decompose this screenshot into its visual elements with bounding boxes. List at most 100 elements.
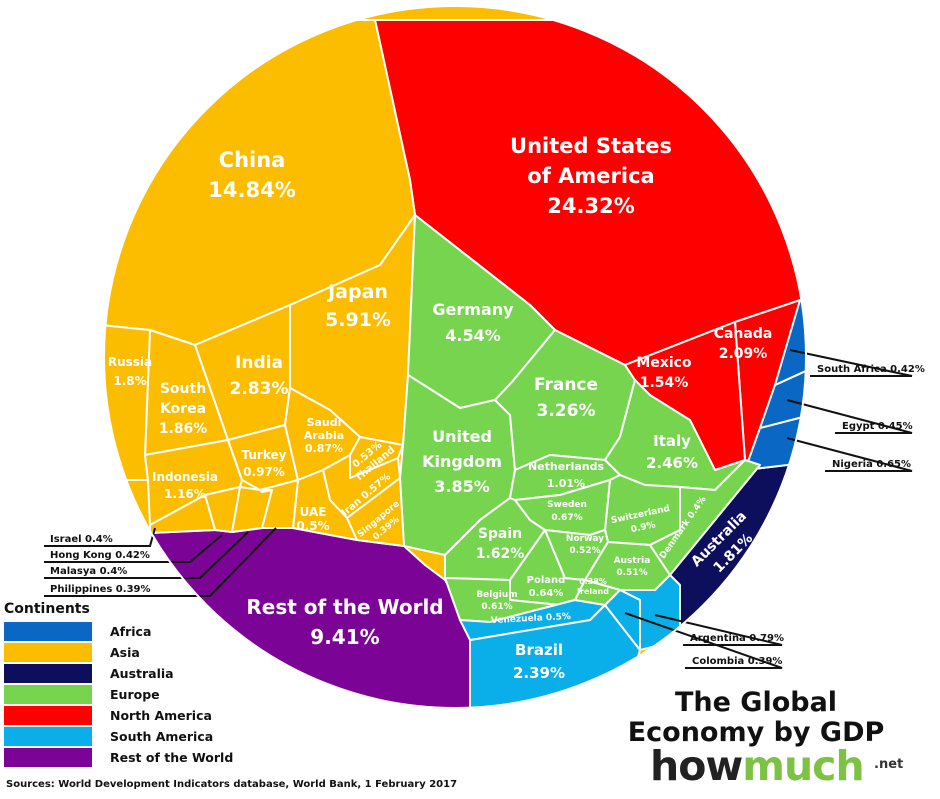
legend-item-australia: Australia — [4, 663, 240, 684]
label-sweden-line-2: 0.67% — [551, 513, 582, 523]
callout-line-israel — [44, 527, 156, 547]
label-turkey-line-1: Turkey — [242, 448, 287, 462]
label-poland-line-1: Poland — [527, 575, 566, 586]
legend-title: Continents — [4, 601, 90, 617]
callout-philippines: Philippines 0.39% — [50, 584, 151, 595]
legend-label-north-america: North America — [110, 708, 212, 723]
label-russia-line-1: Russia — [108, 355, 152, 369]
legend-swatch-north-america — [4, 706, 92, 725]
label-united-states-of-america-line-3: 24.32% — [547, 194, 634, 218]
callout-egypt: Egypt 0.45% — [842, 421, 913, 432]
title-line-2: Economy by GDP — [627, 717, 885, 748]
legend-label-asia: Asia — [110, 645, 140, 660]
label-south-korea-line-3: 1.86% — [159, 421, 208, 437]
label-austria-line-2: 0.51% — [616, 568, 647, 578]
label-poland: Poland 0.64% — [527, 575, 566, 599]
label-japan: Japan 5.91% — [325, 281, 391, 331]
label-belgium: Belgium 0.61% — [476, 590, 517, 612]
legend-swatch-rest-of-the-world — [4, 748, 92, 767]
label-indonesia: Indonesia 1.16% — [152, 470, 218, 501]
chart-title: The Global Economy by GDP — [626, 688, 886, 748]
label-turkey-line-2: 0.97% — [243, 465, 285, 479]
label-japan-line-1: Japan — [326, 281, 388, 303]
callout-line-egypt — [786, 399, 913, 434]
label-poland-line-2: 0.64% — [529, 588, 564, 599]
cell-philippines — [259, 479, 299, 529]
label-sweden: Sweden 0.67% — [547, 500, 587, 523]
callout-israel: Israel 0.4% — [50, 534, 113, 545]
legend-label-rest-of-the-world: Rest of the World — [110, 750, 234, 765]
label-spain-line-1: Spain — [478, 526, 522, 542]
label-mexico: Mexico 1.54% — [636, 355, 692, 391]
legend-item-rest-of-the-world: Rest of the World — [4, 747, 240, 768]
label-uae-line-1: UAE — [300, 505, 327, 519]
callout-hong-kong: Hong Kong 0.42% — [50, 550, 150, 561]
callout-argentina: Argentina 0.79% — [690, 633, 784, 644]
cell-nigeria — [744, 409, 806, 471]
label-mexico-line-2: 1.54% — [640, 375, 689, 391]
label-brazil-line-2: 2.39% — [513, 664, 565, 682]
label-ireland: 0.38% Ireland — [577, 577, 609, 596]
legend-label-europe: Europe — [110, 687, 160, 702]
label-italy: Italy 2.46% — [646, 432, 698, 472]
legend-label-south-america: South America — [110, 729, 214, 744]
label-brazil: Brazil 2.39% — [513, 641, 565, 682]
legend-item-south-america: South America — [4, 726, 240, 747]
label-saudi-arabia-line-1: Saudi — [307, 416, 342, 429]
label-germany: Germany 4.54% — [432, 300, 514, 345]
source-note: Sources: World Development Indicators da… — [6, 779, 458, 790]
label-canada: Canada 2.09% — [714, 326, 773, 362]
label-spain-line-2: 1.62% — [476, 546, 525, 562]
label-belgium-line-2: 0.61% — [481, 602, 512, 612]
label-south-korea-line-2: Korea — [160, 401, 206, 417]
logo-tld: .net — [874, 757, 904, 772]
legend-label-australia: Australia — [110, 666, 174, 681]
label-india-line-2: 2.83% — [230, 379, 289, 399]
label-south-korea: South Korea 1.86% — [159, 381, 208, 437]
label-japan-line-2: 5.91% — [325, 309, 391, 331]
label-netherlands: Netherlands 1.01% — [528, 460, 605, 490]
label-india-line-1: India — [235, 353, 283, 373]
label-russia-line-2: 1.8% — [113, 374, 146, 388]
callout-malasya: Malasya 0.4% — [50, 566, 127, 577]
label-united-states-of-america: United States of America 24.32% — [510, 134, 672, 218]
legend-label-africa: Africa — [110, 624, 152, 639]
label-france-line-1: France — [534, 375, 598, 395]
label-italy-line-2: 2.46% — [646, 454, 698, 472]
chart-outline — [103, 5, 807, 709]
label-austria-line-1: Austria — [614, 556, 651, 566]
callout-line-colombia — [624, 612, 783, 669]
label-united-kingdom-line-2: Kingdom — [422, 452, 502, 471]
label-uae-line-2: 0.5% — [296, 519, 329, 533]
legend-swatch-europe — [4, 685, 92, 704]
label-russia: Russia 1.8% — [108, 355, 152, 388]
label-ireland-line-1: 0.38% — [579, 577, 607, 586]
legend-swatch-australia — [4, 664, 92, 683]
title-line-1: The Global — [674, 687, 838, 718]
legend-swatch-south-america — [4, 727, 92, 746]
callout-line-philippines — [44, 527, 277, 597]
label-mexico-line-1: Mexico — [636, 355, 692, 371]
cell-mexico — [624, 321, 746, 471]
label-saudi-arabia-line-2: Arabia — [304, 429, 344, 442]
label-rest-of-the-world-line-2: 9.41% — [310, 625, 379, 649]
callout-nigeria: Nigeria 0.65% — [832, 459, 911, 470]
legend-swatch-asia — [4, 643, 92, 662]
cell-singapore — [346, 477, 405, 547]
label-sweden-line-1: Sweden — [547, 500, 587, 510]
legend-item-europe: Europe — [4, 684, 240, 705]
legend-item-asia: Asia — [4, 642, 240, 663]
label-china-line-2: 14.84% — [208, 178, 295, 202]
label-indonesia-line-2: 1.16% — [164, 487, 206, 501]
legend-item-africa: Africa — [4, 621, 240, 642]
label-india: India 2.83% — [230, 353, 289, 399]
cell-south-africa — [774, 289, 806, 386]
label-united-kingdom-line-1: United — [432, 427, 492, 446]
label-china-line-1: China — [219, 148, 286, 172]
label-united-states-of-america-line-1: United States — [510, 134, 672, 158]
label-germany-line-1: Germany — [432, 300, 514, 319]
callout-line-south-africa — [789, 349, 913, 377]
label-germany-line-2: 4.54% — [445, 326, 501, 345]
callout-line-malasya — [44, 531, 249, 579]
label-rest-of-the-world-line-1: Rest of the World — [246, 595, 443, 619]
